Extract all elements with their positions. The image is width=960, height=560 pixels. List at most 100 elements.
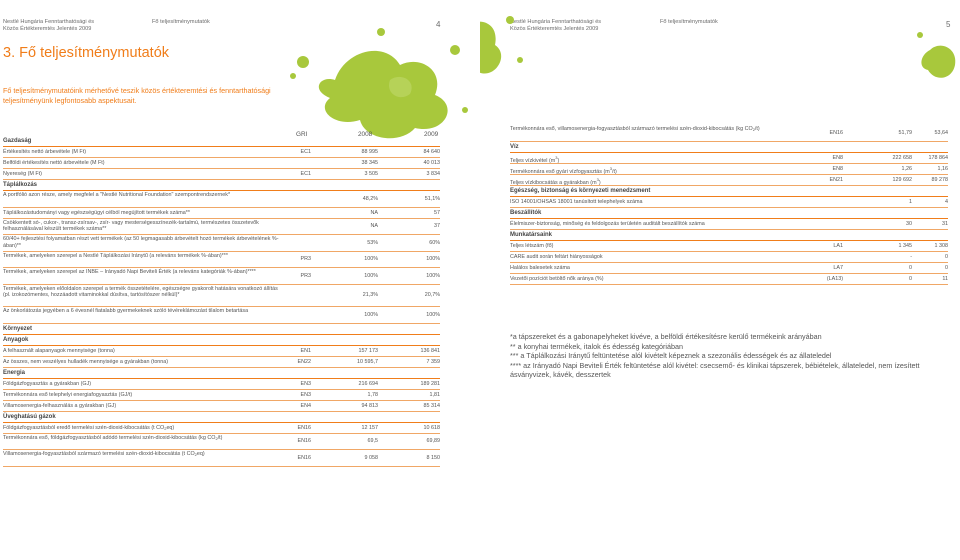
section-rule bbox=[3, 190, 440, 191]
table-row: Villamosenergia-felhasználás a gyárakban… bbox=[3, 401, 440, 412]
value-2009: 10 618 bbox=[423, 424, 441, 431]
value-2009: 4 bbox=[945, 198, 948, 205]
value-2008: 51,79 bbox=[898, 129, 913, 136]
header-line-2: Közös Értékteremtés Jelentés 2009 bbox=[510, 25, 599, 32]
gri-code: (LA13) bbox=[826, 275, 843, 282]
row-label: CARE audit során feltárt hiányosságok bbox=[510, 253, 603, 260]
value-2009: 1 308 bbox=[934, 242, 949, 249]
table-row: Teljes vízkivétel (m3) EN8 222 658 178 864 bbox=[510, 153, 948, 164]
value-2008: 69,5 bbox=[367, 438, 379, 445]
value-2008: 10 595,7 bbox=[357, 358, 378, 365]
row-label: Termékek, amelyeken szerepel a Nestlé Tá… bbox=[3, 252, 228, 259]
value-2009: 0 bbox=[945, 264, 948, 271]
right-header-section: Fő teljesítménymutatók bbox=[660, 19, 718, 25]
value-2008: 0 bbox=[909, 264, 912, 271]
value-2009: 20,7% bbox=[424, 292, 440, 299]
table-row: Az összes, nem veszélyes hulladék mennyi… bbox=[3, 357, 440, 368]
right-header-report-title: Nestlé Hungária Fenntarthatósági és Közö… bbox=[510, 19, 601, 32]
value-2008: 30 bbox=[906, 220, 912, 227]
row-label: Termékonnára eső, villamosenergia-fogyas… bbox=[510, 126, 760, 132]
header-line-1: Nestlé Hungária Fenntarthatósági és bbox=[510, 19, 602, 25]
gri-code: EN8 bbox=[832, 165, 844, 172]
section-heading: Beszállítók bbox=[510, 209, 542, 216]
table-row: Csökkentett só-, cukor-, transz-zsírsav-… bbox=[3, 219, 440, 235]
table-row: Termékonnára eső, villamosenergia-fogyas… bbox=[510, 125, 948, 142]
table-row: Halálos balesetek száma LA7 0 0 bbox=[510, 263, 948, 274]
value-2009: 7 359 bbox=[426, 358, 441, 365]
value-2008: 100% bbox=[364, 311, 378, 318]
table-row: Értékesítés nettó árbevétele (M Ft) EC1 88… bbox=[3, 147, 440, 158]
footnote: *** a Táplálkozási Iránytű feltüntetése … bbox=[510, 351, 832, 361]
section-heading: Egészség, biztonság és környezeti menedz… bbox=[510, 187, 651, 194]
row-label: Földgázfogyasztás a gyárakban (GJ) bbox=[3, 380, 92, 387]
section-heading: Víz bbox=[510, 143, 519, 150]
value-2009: 178 864 bbox=[928, 154, 949, 161]
row-label: Élelmiszer-biztonság, minőség és feldolg… bbox=[510, 220, 705, 227]
value-2008: 100% bbox=[364, 272, 378, 279]
value-2009: 85 314 bbox=[423, 402, 441, 409]
value-2009: 31 bbox=[942, 220, 948, 227]
footnotes: *a tápszereket és a gabonapelyheket kivé… bbox=[510, 332, 930, 380]
value-2008: - bbox=[910, 253, 912, 260]
value-2009: 40 013 bbox=[423, 160, 441, 167]
table-row: Földgázfogyasztás a gyárakban (GJ) EN3 216… bbox=[3, 379, 440, 390]
value-2009: 0 bbox=[945, 253, 948, 260]
value-2009: 3 834 bbox=[426, 171, 441, 178]
green-splash-graphic-right bbox=[480, 16, 523, 74]
value-2009: 60% bbox=[429, 239, 440, 246]
section-heading: Üveghatású gázok bbox=[3, 413, 56, 420]
section-rule bbox=[3, 377, 440, 379]
value-2008: 48,2% bbox=[362, 195, 378, 202]
row-label: Teljes létszám (fő) bbox=[510, 242, 554, 249]
value-2008: 53% bbox=[367, 239, 378, 246]
value-2009: 84 640 bbox=[423, 149, 441, 156]
left-page: Nestlé Hungária Fenntarthatósági és Közö… bbox=[3, 19, 468, 467]
header-line-1: Nestlé Hungária Fenntarthatósági és bbox=[3, 19, 95, 25]
value-2009: 189 281 bbox=[420, 380, 441, 387]
section-heading: Gazdaság bbox=[3, 138, 32, 144]
col-header-2008: 2008 bbox=[358, 131, 373, 138]
table-row: Az önkorlátozás jegyében a 6 évesnél fia… bbox=[3, 307, 440, 324]
row-label: Nyereség (M Ft) bbox=[3, 171, 42, 178]
section-rule bbox=[510, 217, 948, 219]
section-rule bbox=[510, 195, 948, 197]
footnote: **** az Irányadó Napi Beviteli Érték fel… bbox=[510, 360, 920, 380]
col-header-2009: 2009 bbox=[424, 131, 439, 138]
row-label: A felhasznált alapanyagok mennyisége (to… bbox=[3, 347, 115, 354]
row-label: Termékonnára eső telephelyi energiafogya… bbox=[3, 391, 133, 398]
footnote: ** a konyhai termékek, italok és édesség… bbox=[510, 341, 684, 351]
page-title: 3. Fő teljesítménymutatók bbox=[3, 45, 170, 61]
row-label: Értékesítés nettó árbevétele (M Ft) bbox=[3, 149, 86, 156]
row-label: Termékek, amelyeken szerepel az INBE – I… bbox=[3, 269, 256, 275]
section-rule bbox=[510, 239, 948, 241]
value-2008: 1 bbox=[909, 198, 912, 205]
value-2008: 1,26 bbox=[901, 165, 913, 172]
value-2008: 222 658 bbox=[892, 154, 913, 161]
gri-code: LA7 bbox=[833, 264, 843, 271]
gri-code: EN3 bbox=[300, 380, 312, 387]
table-row: 60/40+ fejlesztési folyamatban részt vet… bbox=[3, 235, 440, 252]
table-row: Teljes vízkibocsátás a gyárakban (m3) EN2… bbox=[510, 175, 948, 186]
value-2008: 100% bbox=[364, 256, 378, 263]
value-2009: 53,64 bbox=[934, 129, 949, 136]
row-label: Táplálkozástudományi vagy egészségügyi c… bbox=[3, 209, 190, 216]
value-2009: 100% bbox=[426, 311, 440, 318]
row-label: Teljes vízkibocsátás a gyárakban (m3) bbox=[510, 176, 601, 186]
gri-code: EN16 bbox=[297, 424, 312, 431]
value-2009: 100% bbox=[426, 256, 440, 263]
col-header-gri: GRI bbox=[296, 131, 308, 138]
value-2008: 21,3% bbox=[362, 292, 378, 299]
gri-code: PR3 bbox=[300, 256, 312, 263]
row-label: A portfólió azon része, amely megfelel a… bbox=[3, 192, 231, 198]
gri-code: LA1 bbox=[833, 242, 843, 249]
section-rule bbox=[3, 344, 440, 346]
section-rule bbox=[3, 333, 440, 335]
row-label: Csökkentett só-, cukor-, transz-zsírsav-… bbox=[3, 219, 259, 233]
value-2008: NA bbox=[370, 209, 379, 216]
table-row: CARE audit során feltárt hiányosságok - 0 bbox=[510, 252, 948, 263]
table-row: Termékonnára eső, földgázfogyasztásból a… bbox=[3, 434, 440, 450]
table-row: Termékonnára eső telephelyi energiafogya… bbox=[3, 390, 440, 401]
value-2009: 89 278 bbox=[931, 176, 949, 183]
value-2009: 136 841 bbox=[420, 347, 441, 354]
table-row: A portfólió azon része, amely megfelel a… bbox=[3, 191, 440, 208]
